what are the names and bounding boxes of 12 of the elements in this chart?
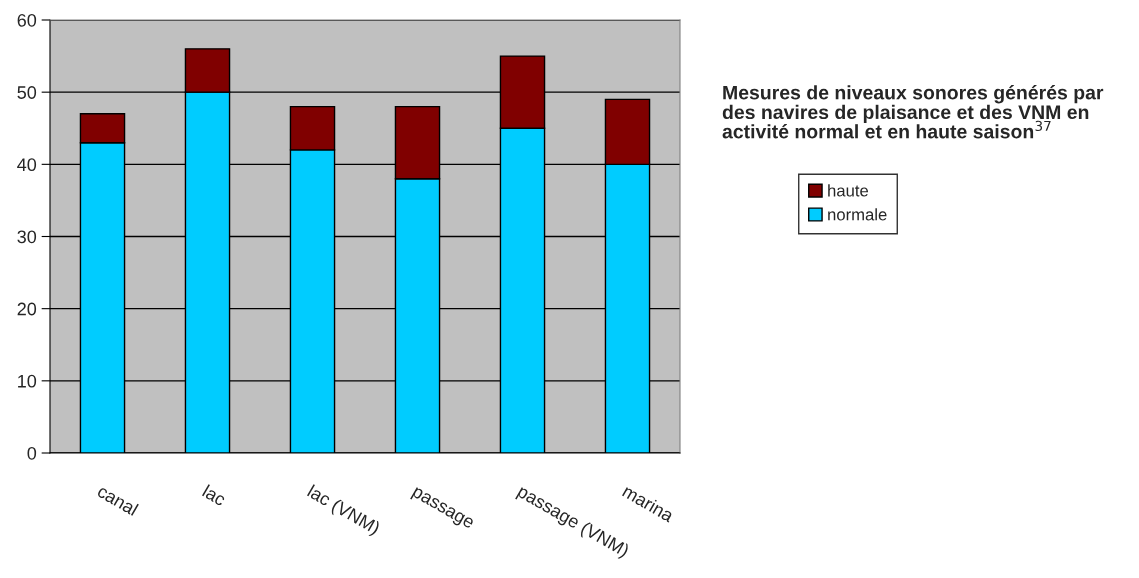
- x-tick-label: canal: [96, 483, 139, 517]
- y-tick-label: 30: [17, 230, 37, 244]
- x-tick-label: lac: [201, 484, 228, 507]
- y-tick-label: 20: [17, 302, 37, 316]
- y-tick-label: 50: [17, 86, 37, 99]
- legend-label: normale: [828, 208, 887, 221]
- y-tick-label: 0: [27, 446, 37, 460]
- y-tick-label: 10: [18, 374, 37, 388]
- legend-label: haute: [828, 184, 869, 197]
- y-tick-label: 40: [17, 158, 37, 172]
- y-tick-label: 60: [17, 13, 37, 27]
- text: Mesures de niveaux sonores générés par des navires de plaisance et des VNM en activité normal et en haute saison$^{37}$: [722, 85, 1104, 139]
